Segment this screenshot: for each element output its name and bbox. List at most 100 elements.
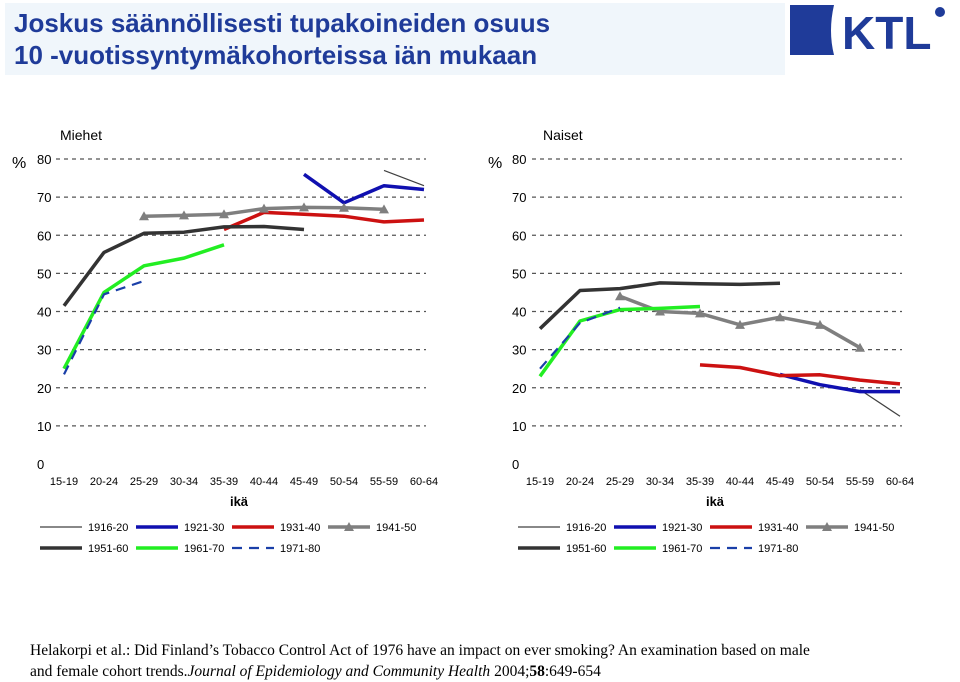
series-marker-1941-50	[855, 342, 865, 352]
citation-year: 2004;	[490, 663, 530, 680]
y-tick-label: 20	[512, 381, 526, 396]
series-line-1921-30	[779, 372, 900, 394]
y-tick-label: 60	[512, 228, 526, 243]
y-axis-unit-label: %	[12, 155, 26, 172]
x-tick-label: 55-59	[370, 476, 398, 488]
y-axis-unit-label: %	[488, 155, 502, 172]
series-marker-1941-50	[735, 319, 745, 329]
series-marker-1941-50	[379, 204, 389, 214]
title-bar	[5, 3, 785, 75]
logo-text: KTL	[842, 7, 931, 58]
series-marker-1941-50	[179, 210, 189, 220]
series-marker-1941-50	[695, 308, 705, 318]
x-tick-label: 20-24	[566, 476, 594, 488]
series-line-1931-40	[223, 210, 425, 232]
legend-marker-1941-50	[822, 522, 832, 531]
x-tick-label: 60-64	[886, 476, 914, 488]
y-tick-label: 0	[37, 457, 44, 472]
y-tick-label: 80	[512, 152, 526, 167]
legend-label-1961-70: 1961-70	[662, 543, 702, 555]
series-marker-1941-50	[815, 319, 825, 329]
legend-label-1941-50: 1941-50	[376, 522, 416, 534]
y-tick-label: 70	[512, 190, 526, 205]
series-marker-1941-50	[139, 211, 149, 221]
citation-line-1: Helakorpi et al.: Did Finland’s Tobacco …	[30, 642, 810, 659]
chart-title: Miehet	[60, 127, 102, 143]
y-tick-label: 50	[37, 266, 51, 281]
citation-line-2: and female cohort trends.Journal of Epid…	[30, 661, 940, 682]
legend-label-1931-40: 1931-40	[758, 522, 798, 534]
series-line-1951-60	[538, 281, 781, 330]
x-tick-label: 15-19	[526, 476, 554, 488]
y-tick-label: 40	[37, 305, 51, 320]
series-line-1931-40	[699, 363, 901, 386]
y-tick-label: 0	[512, 457, 519, 472]
y-tick-label: 60	[37, 228, 51, 243]
series-line-1951-60	[62, 224, 305, 307]
legend-label-1931-40: 1931-40	[280, 522, 320, 534]
series-marker-1941-50	[339, 202, 349, 212]
legend-label-1941-50: 1941-50	[854, 522, 894, 534]
legend-label-1971-80: 1971-80	[280, 543, 320, 555]
x-tick-label: 15-19	[50, 476, 78, 488]
series-line-1961-70	[62, 243, 225, 370]
legend-label-1921-30: 1921-30	[662, 522, 702, 534]
slide-title-line-2: 10 -vuotissyntymäkohorteissa iän mukaan	[14, 40, 538, 70]
x-tick-label: 25-29	[606, 476, 634, 488]
chart-title: Naiset	[543, 127, 583, 143]
ktl-logo: KTL	[790, 3, 960, 59]
y-tick-label: 10	[37, 419, 51, 434]
y-tick-label: 80	[37, 152, 51, 167]
x-tick-label: 50-54	[806, 476, 834, 488]
x-tick-label: 55-59	[846, 476, 874, 488]
legend-label-1951-60: 1951-60	[566, 543, 606, 555]
series-line-1971-80	[63, 279, 145, 375]
series-line-1916-20	[859, 389, 901, 417]
y-tick-label: 40	[512, 305, 526, 320]
series-line-1971-80	[539, 306, 621, 370]
citation-volume: 58	[529, 663, 545, 680]
citation-prefix: and female cohort trends.	[30, 663, 188, 680]
series-marker-1941-50	[299, 202, 309, 212]
x-tick-label: 40-44	[726, 476, 754, 488]
series-line-1916-20	[383, 169, 425, 187]
x-tick-label: 40-44	[250, 476, 278, 488]
citation-pages: :649-654	[544, 663, 601, 680]
x-tick-label: 30-34	[170, 476, 198, 488]
series-marker-1941-50	[615, 291, 625, 301]
x-axis-label: ikä	[706, 494, 725, 509]
y-tick-label: 10	[512, 419, 526, 434]
x-tick-label: 60-64	[410, 476, 438, 488]
legend-marker-1941-50	[344, 522, 354, 531]
legend-label-1971-80: 1971-80	[758, 543, 798, 555]
legend-label-1951-60: 1951-60	[88, 543, 128, 555]
citation-journal: Journal of Epidemiology and Community He…	[187, 663, 491, 680]
y-tick-label: 50	[512, 266, 526, 281]
x-tick-label: 35-39	[210, 476, 238, 488]
chart-panel-naiset: Naiset% 0 10 20 30 40 50 60 70 80 15-19 20-24 25-29 3…	[488, 127, 914, 555]
series-marker-1941-50	[259, 203, 269, 213]
series-marker-1941-50	[775, 312, 785, 322]
x-tick-label: 35-39	[686, 476, 714, 488]
chart-panel-miehet: Miehet% 0 10 20 30 40 50 60 70 80 15-19 20-24 25-29 3…	[12, 127, 438, 555]
x-axis-label: ikä	[230, 494, 249, 509]
citation: Helakorpi et al.: Did Finland’s Tobacco …	[30, 640, 940, 682]
x-tick-label: 50-54	[330, 476, 358, 488]
x-tick-label: 45-49	[290, 476, 318, 488]
legend-label-1916-20: 1916-20	[88, 522, 128, 534]
series-marker-1941-50	[655, 306, 665, 316]
slide-title-line-1: Joskus säännöllisesti tupakoineiden osuu…	[14, 8, 551, 38]
series-line-1921-30	[302, 172, 425, 205]
charts-area: Miehet% 0 10 20 30 40 50 60 70 80 15-19 20-24 25-29 3…	[12, 127, 914, 555]
y-tick-label: 20	[37, 381, 51, 396]
y-tick-label: 30	[37, 343, 51, 358]
y-tick-label: 70	[37, 190, 51, 205]
x-tick-label: 45-49	[766, 476, 794, 488]
x-tick-label: 20-24	[90, 476, 118, 488]
legend-label-1921-30: 1921-30	[184, 522, 224, 534]
legend-label-1961-70: 1961-70	[184, 543, 224, 555]
x-tick-label: 25-29	[130, 476, 158, 488]
legend-label-1916-20: 1916-20	[566, 522, 606, 534]
series-marker-1941-50	[219, 209, 229, 219]
x-tick-label: 30-34	[646, 476, 674, 488]
